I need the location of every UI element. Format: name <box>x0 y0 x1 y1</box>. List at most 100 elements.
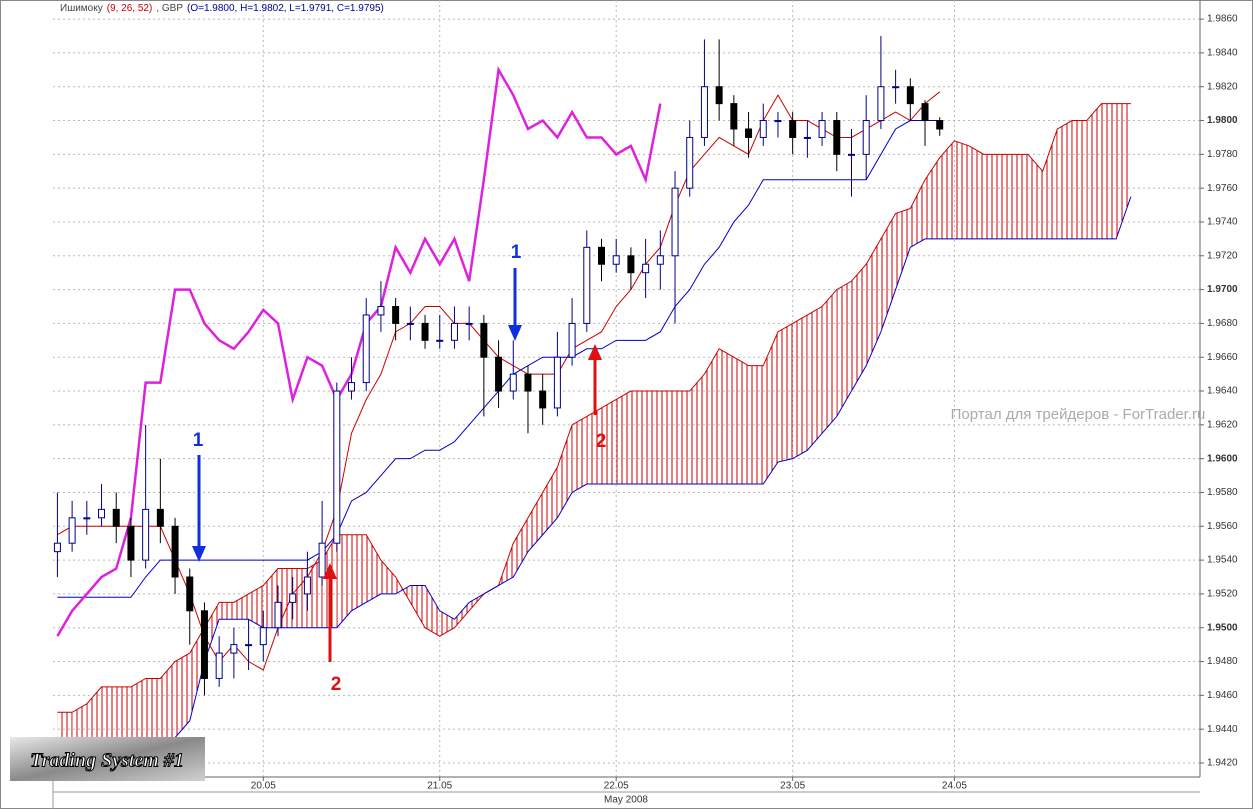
cloud-segment <box>425 585 440 637</box>
cloud-segment <box>822 289 837 434</box>
cloud-segment <box>366 534 381 603</box>
candle-body <box>200 610 208 679</box>
candle-body <box>318 542 326 578</box>
cloud-segment <box>1101 103 1117 239</box>
title-part: Ишимоку <box>60 3 103 14</box>
cloud-segment <box>763 331 778 485</box>
cloud-segment <box>939 140 955 239</box>
y-tick-label: 1.9800 <box>1207 115 1238 126</box>
indicator-line <box>56 66 662 637</box>
candle-body <box>612 255 620 265</box>
y-tick-label: 1.9560 <box>1207 521 1238 532</box>
logo: Trading System #1 <box>30 750 184 772</box>
candle-body <box>936 120 944 130</box>
candle-body <box>156 508 164 527</box>
cloud-segment <box>851 264 867 392</box>
candle-body <box>53 542 61 553</box>
cloud-segment <box>836 281 852 417</box>
candle-body <box>362 314 370 384</box>
cloud-segment <box>351 534 367 611</box>
candle-body <box>406 322 414 325</box>
cloud-segment <box>880 213 896 332</box>
y-tick-label: 1.9840 <box>1207 48 1238 59</box>
candle-body <box>142 508 150 561</box>
cloud-segment <box>410 585 426 628</box>
cloud-segment <box>542 467 558 535</box>
cloud-segment <box>572 416 587 493</box>
candle-body <box>921 103 929 122</box>
cloud-segment <box>1057 120 1073 239</box>
cloud-segment <box>748 365 764 485</box>
candle-body <box>598 246 606 265</box>
cloud-segment <box>513 517 528 578</box>
cloud-segment <box>292 568 308 628</box>
cloud-segment <box>557 424 573 518</box>
title-part: (9, 26, 52) <box>107 3 153 14</box>
cloud-segment <box>175 653 190 738</box>
cloud-segment <box>895 208 911 290</box>
cloud-segment <box>601 399 617 485</box>
cloud-segment <box>704 348 720 485</box>
cloud <box>57 103 1132 739</box>
candles <box>53 36 944 696</box>
cloud-segment <box>983 154 999 239</box>
candle-body <box>245 644 253 647</box>
candle-body <box>509 373 517 392</box>
cloud-segment <box>219 602 234 620</box>
cloud-segment <box>1116 103 1131 239</box>
cloud-segment <box>248 585 264 628</box>
cloud-segment <box>660 391 676 485</box>
cloud-segment <box>204 602 220 662</box>
watermark: Портал для трейдеров - ForTrader.ru <box>951 406 1206 423</box>
y-tick-label: 1.9440 <box>1207 724 1238 735</box>
annotation: 1 <box>511 242 522 263</box>
y-tick-label: 1.9760 <box>1207 183 1238 194</box>
candle-body <box>392 306 400 324</box>
cloud-segment <box>307 560 323 628</box>
candle-body <box>215 652 223 679</box>
candle-body <box>627 255 635 274</box>
cloud-segment <box>116 686 131 738</box>
y-tick-label: 1.9820 <box>1207 81 1238 92</box>
annotation: 1 <box>193 430 204 451</box>
candle-body <box>171 525 179 578</box>
candle-body <box>83 517 91 520</box>
candle-body <box>524 373 532 392</box>
candle-body <box>847 153 855 156</box>
cloud-segment <box>1072 120 1087 239</box>
candle-body <box>112 508 120 527</box>
cloud-segment <box>792 314 808 459</box>
cloud-segment <box>777 323 793 463</box>
cloud-segment <box>807 306 823 451</box>
cloud-segment <box>925 157 940 239</box>
y-tick-label: 1.9540 <box>1207 555 1238 566</box>
cloud-segment <box>57 712 73 738</box>
cloud-segment <box>189 627 205 721</box>
cloud-segment <box>527 492 543 552</box>
candle-body <box>348 382 356 392</box>
candle-body <box>774 120 782 123</box>
cloud-segment <box>910 179 926 248</box>
cloud-segment <box>616 391 631 485</box>
candle-body <box>759 120 767 138</box>
cloud-segment <box>998 154 1014 239</box>
cloud-segment <box>645 391 661 485</box>
cloud-segment <box>380 560 396 594</box>
candle-body <box>127 525 135 561</box>
candle-body <box>715 86 723 105</box>
candle-body <box>303 576 311 595</box>
cloud-segment <box>130 678 146 738</box>
cloud-edge <box>57 196 1132 739</box>
y-tick-label: 1.9720 <box>1207 250 1238 261</box>
chart-title: Ишимоку (9, 26, 52), GBP (O=1.9800, H=1.98… <box>60 3 384 14</box>
cloud-segment <box>1027 154 1043 239</box>
candle-body <box>700 86 708 138</box>
grid <box>53 0 1200 777</box>
cloud-segment <box>101 686 117 738</box>
candle-body <box>818 120 826 138</box>
candle-body <box>686 136 694 189</box>
annotation-arrow <box>192 268 602 662</box>
cloud-segment <box>969 145 984 239</box>
candle-body <box>862 120 870 155</box>
x-tick-label: 20.05 <box>251 781 276 792</box>
